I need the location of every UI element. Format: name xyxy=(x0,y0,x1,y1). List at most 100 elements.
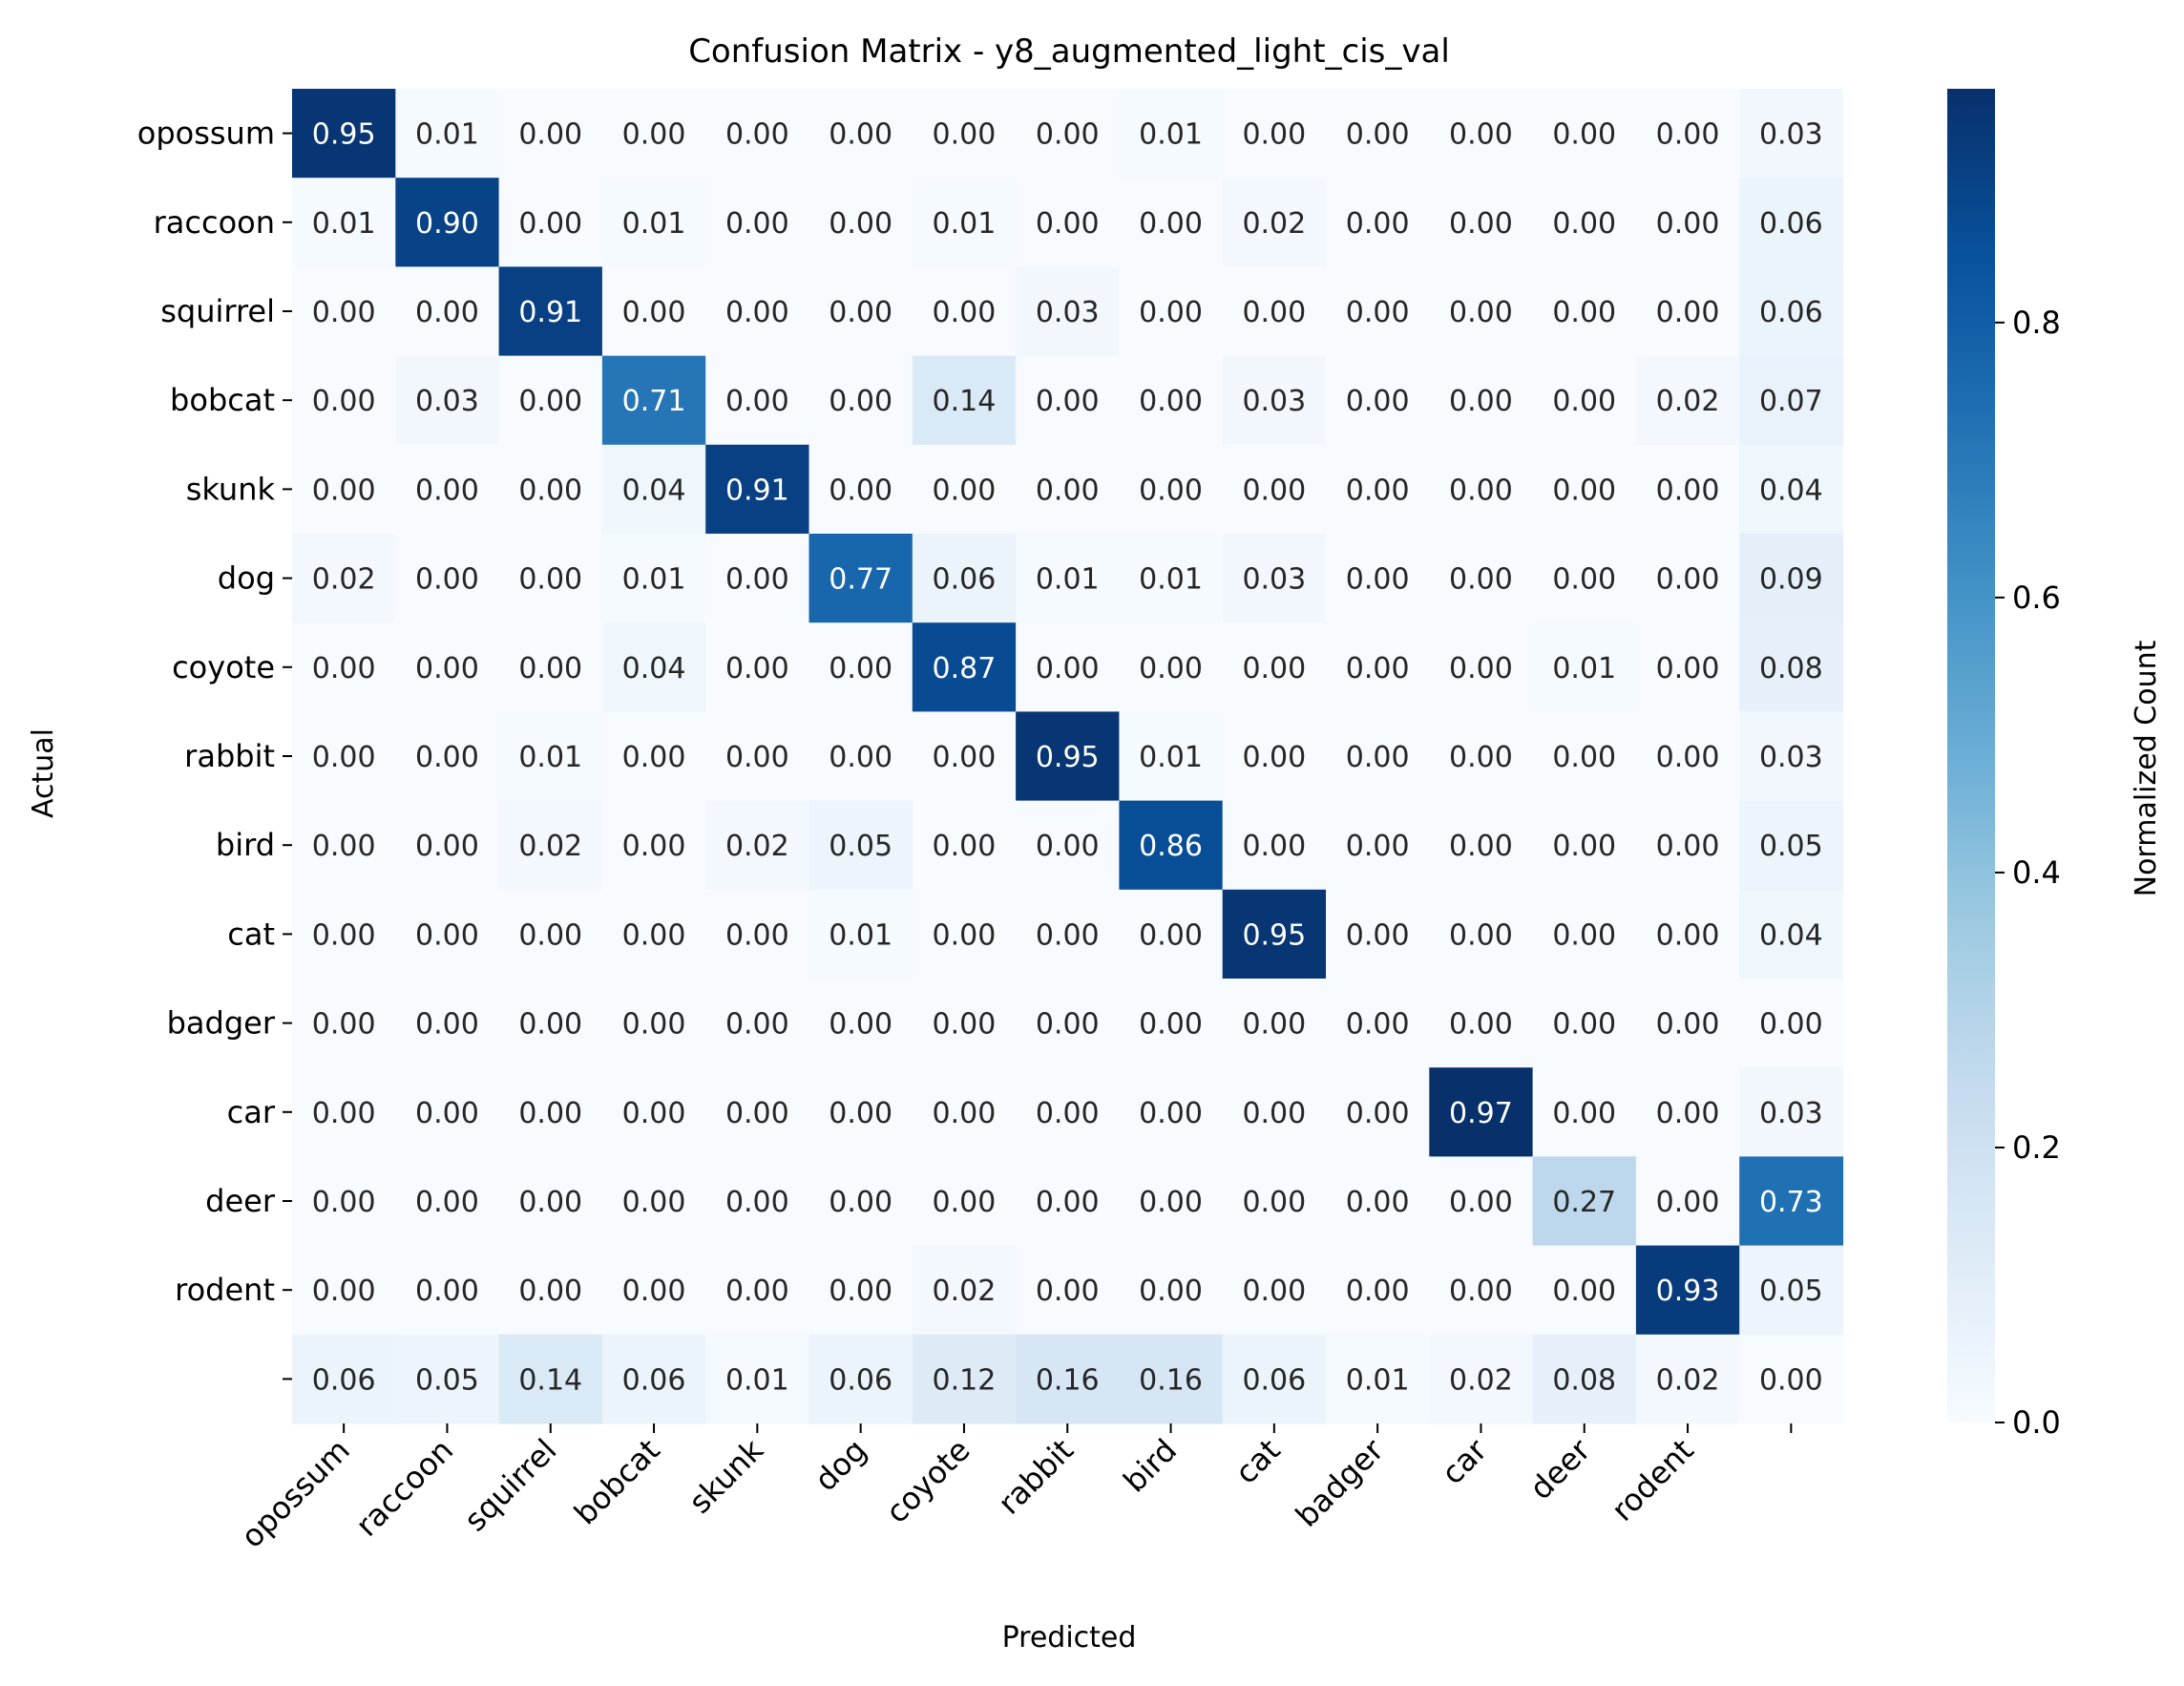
heatmap-cell xyxy=(601,889,706,980)
heatmap-cell xyxy=(808,534,914,623)
heatmap-cell xyxy=(1119,534,1224,623)
heatmap-cell xyxy=(1119,178,1224,267)
heatmap-cell xyxy=(1326,889,1430,980)
cell-value-label: 0.00 xyxy=(622,1186,686,1219)
cell-value-label: 0.00 xyxy=(518,1186,582,1219)
colorbar-label: Normalized Count xyxy=(2130,640,2163,896)
heatmap-cell xyxy=(1635,1067,1740,1157)
heatmap-cell xyxy=(1326,444,1430,535)
cell-value-label: 0.00 xyxy=(1449,652,1513,685)
x-tick-label: cat xyxy=(1228,1432,1287,1491)
heatmap-cell xyxy=(1739,534,1844,623)
heatmap-cell xyxy=(395,534,500,623)
heatmap-cell xyxy=(292,355,396,446)
heatmap-cell xyxy=(1326,800,1430,891)
heatmap-cell xyxy=(808,1334,914,1424)
heatmap-cell xyxy=(498,355,603,446)
heatmap-cell xyxy=(1635,444,1740,535)
cell-value-label: 0.00 xyxy=(1036,830,1100,863)
cell-value-label: 0.00 xyxy=(1346,385,1410,418)
cell-value-label: 0.71 xyxy=(622,385,686,418)
heatmap-cell xyxy=(1532,178,1637,267)
cell-value-label: 0.00 xyxy=(622,296,686,329)
heatmap-cell xyxy=(1429,534,1534,623)
heatmap-cell xyxy=(1119,622,1224,712)
cell-value-label: 0.00 xyxy=(1346,207,1410,241)
heatmap-cell xyxy=(1532,1334,1637,1424)
heatmap-cell xyxy=(1016,1245,1120,1336)
cell-value-label: 0.00 xyxy=(312,652,376,685)
heatmap-cells xyxy=(292,89,1844,1424)
cell-value-label: 0.00 xyxy=(1449,1275,1513,1308)
heatmap-cell xyxy=(1119,889,1224,980)
heatmap-cell xyxy=(1532,800,1637,891)
cell-value-label: 0.09 xyxy=(1759,563,1823,597)
cell-value-label: 0.00 xyxy=(1656,207,1720,241)
heatmap-cell xyxy=(498,89,603,179)
cell-value-label: 0.00 xyxy=(518,207,582,241)
heatmap-cell xyxy=(1739,979,1844,1068)
cell-value-label: 0.16 xyxy=(1139,1363,1203,1397)
cell-value-label: 0.00 xyxy=(415,296,479,329)
cell-value-label: 0.00 xyxy=(1346,474,1410,507)
heatmap-cell xyxy=(498,1156,603,1247)
heatmap-cell xyxy=(1016,889,1120,980)
x-tick-label: bird xyxy=(1116,1432,1184,1500)
heatmap-cell xyxy=(498,711,603,802)
cell-value-label: 0.00 xyxy=(415,1097,479,1130)
y-axis-ticks: opossum raccoon squirrel bobcat skunk dog coyo… xyxy=(137,116,292,1380)
heatmap-cell xyxy=(395,1067,500,1157)
heatmap-cell xyxy=(1532,89,1637,179)
heatmap-cell xyxy=(705,178,810,267)
heatmap-cell xyxy=(292,622,396,712)
cell-value-label: 0.00 xyxy=(1552,296,1616,329)
heatmap-cell xyxy=(292,1245,396,1336)
cell-value-label: 0.00 xyxy=(415,1008,479,1042)
heatmap-cell xyxy=(1016,178,1120,267)
cell-value-label: 0.00 xyxy=(1036,1097,1100,1130)
x-tick-label: raccoon xyxy=(348,1432,460,1544)
heatmap-cell xyxy=(1326,178,1430,267)
heatmap-cell xyxy=(1016,534,1120,623)
heatmap-cell xyxy=(1222,355,1327,446)
cell-value-label: 0.01 xyxy=(829,918,892,952)
cell-value-label: 0.01 xyxy=(312,207,376,241)
cell-value-label: 0.02 xyxy=(1242,207,1306,241)
cell-value-label: 0.01 xyxy=(1139,741,1203,774)
cell-value-label: 0.00 xyxy=(312,1097,376,1130)
heatmap-cell xyxy=(601,1156,706,1247)
heatmap-cell xyxy=(1016,1334,1120,1424)
cell-value-label: 0.00 xyxy=(622,118,686,152)
cell-value-label: 0.95 xyxy=(1036,741,1100,774)
heatmap-cell xyxy=(1119,89,1224,179)
heatmap-cell xyxy=(292,1156,396,1247)
cell-value-label: 0.00 xyxy=(1552,741,1616,774)
cell-value-label: 0.00 xyxy=(725,207,789,241)
cell-value-label: 0.02 xyxy=(1656,1363,1720,1397)
heatmap-cell xyxy=(1016,800,1120,891)
heatmap-cell xyxy=(1429,1245,1534,1336)
y-tick-label: opossum xyxy=(137,116,275,152)
cell-value-label: 0.00 xyxy=(1656,830,1720,863)
cell-value-label: 0.06 xyxy=(829,1363,892,1397)
cell-value-label: 0.06 xyxy=(1759,296,1823,329)
cell-value-label: 0.86 xyxy=(1139,830,1203,863)
cell-value-label: 0.00 xyxy=(933,918,997,952)
heatmap-cell xyxy=(292,711,396,802)
heatmap-cell xyxy=(1326,1156,1430,1247)
cell-value-label: 0.00 xyxy=(1346,1275,1410,1308)
heatmap-cell xyxy=(808,178,914,267)
cell-value-label: 0.00 xyxy=(415,741,479,774)
heatmap-cell xyxy=(1429,1334,1534,1424)
heatmap-cell xyxy=(1739,266,1844,357)
heatmap-cell xyxy=(601,979,706,1068)
heatmap-cell xyxy=(1429,89,1534,179)
heatmap-cell xyxy=(1326,266,1430,357)
cell-value-label: 0.06 xyxy=(622,1363,686,1397)
cell-value-label: 0.02 xyxy=(725,830,789,863)
heatmap-cell xyxy=(498,266,603,357)
heatmap-cell xyxy=(1222,444,1327,535)
cell-value-label: 0.00 xyxy=(829,296,892,329)
cell-value-label: 0.00 xyxy=(1449,118,1513,152)
heatmap-cell xyxy=(912,979,1017,1068)
